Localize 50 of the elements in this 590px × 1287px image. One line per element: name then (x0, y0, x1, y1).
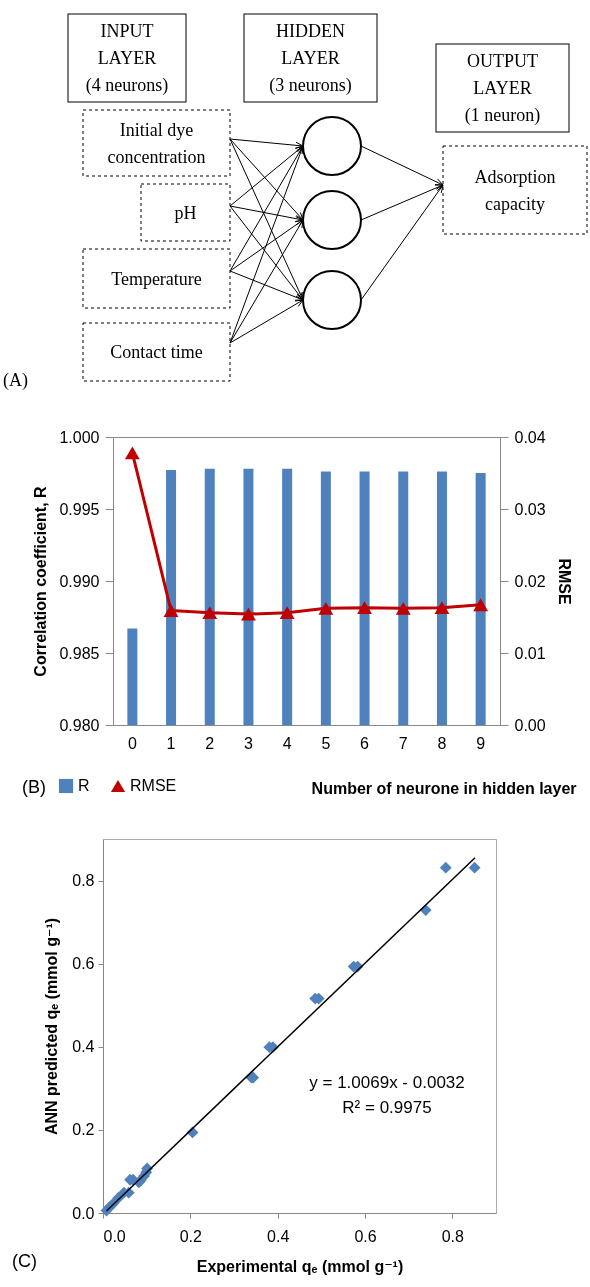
y2-tick-label: 0.03 (514, 500, 546, 518)
x-tick-label: 4 (282, 734, 292, 752)
x-tick-label: 7 (398, 734, 408, 752)
text: pH (174, 202, 197, 223)
legend-label: RMSE (130, 777, 177, 794)
y2-tick-label: 0.01 (514, 644, 546, 662)
x-tick-label: 3 (244, 734, 253, 752)
text: Adsorption capacity (474, 166, 556, 214)
text: Initial dye concentration (107, 119, 206, 167)
x-tick-label: 0.0 (103, 1227, 126, 1245)
x-tick-label: 0.2 (179, 1227, 203, 1245)
annotation: y = 1.0069x - 0.0032 (309, 1073, 465, 1092)
y-tick-label: 0.985 (59, 644, 100, 662)
x-tick-label: 2 (205, 734, 215, 752)
x-tick-label: 0 (127, 734, 137, 752)
text: HIDDEN LAYER (3 neurons) (269, 21, 352, 96)
y-tick-label: 0.8 (72, 872, 95, 890)
y-tick-label: 0.0 (72, 1204, 95, 1222)
x-tick-label: 0.8 (441, 1227, 465, 1245)
x-axis-title: Experimental qₑ (mmol g⁻¹) (196, 1257, 404, 1275)
x-tick-label: 0.4 (267, 1227, 290, 1245)
text: OUTPUT LAYER (1 neuron) (464, 51, 541, 126)
x-tick-label: 6 (360, 734, 370, 752)
text: Contact time (110, 342, 203, 362)
y2-tick-label: 0.04 (514, 428, 546, 446)
text: INPUT LAYER (4 neurons) (85, 21, 169, 96)
y-tick-label: 0.2 (72, 1121, 95, 1139)
y-tick-label: 0.4 (72, 1038, 95, 1056)
y-tick-label: 0.980 (59, 716, 100, 734)
x-tick-label: 9 (476, 734, 486, 752)
x-axis-title: Number of neurone in hidden layer (311, 779, 577, 797)
legend-label: R (78, 777, 90, 794)
y-tick-label: 0.995 (59, 500, 100, 518)
text: Temperature (111, 268, 202, 289)
x-tick-label: 1 (166, 734, 176, 752)
y-axis-title: ANN predicted qₑ (mmol g⁻¹) (43, 917, 61, 1136)
x-tick-label: 8 (437, 734, 447, 752)
y-axis-title: Correlation coefficient, R (32, 485, 50, 677)
y2-tick-label: 0.00 (514, 716, 546, 734)
y2-axis-title: RMSE (555, 558, 573, 605)
y-tick-label: 0.990 (59, 572, 100, 590)
y-tick-label: 0.6 (72, 955, 95, 973)
x-tick-label: 0.6 (354, 1227, 377, 1245)
y2-tick-label: 0.02 (514, 572, 546, 590)
text: (C) (12, 1251, 37, 1271)
y-tick-label: 1.000 (59, 428, 100, 446)
x-tick-label: 5 (321, 734, 331, 752)
text: (B) (22, 777, 46, 797)
annotation: R² = 0.9975 (342, 1098, 432, 1117)
text: (A) (3, 370, 28, 391)
